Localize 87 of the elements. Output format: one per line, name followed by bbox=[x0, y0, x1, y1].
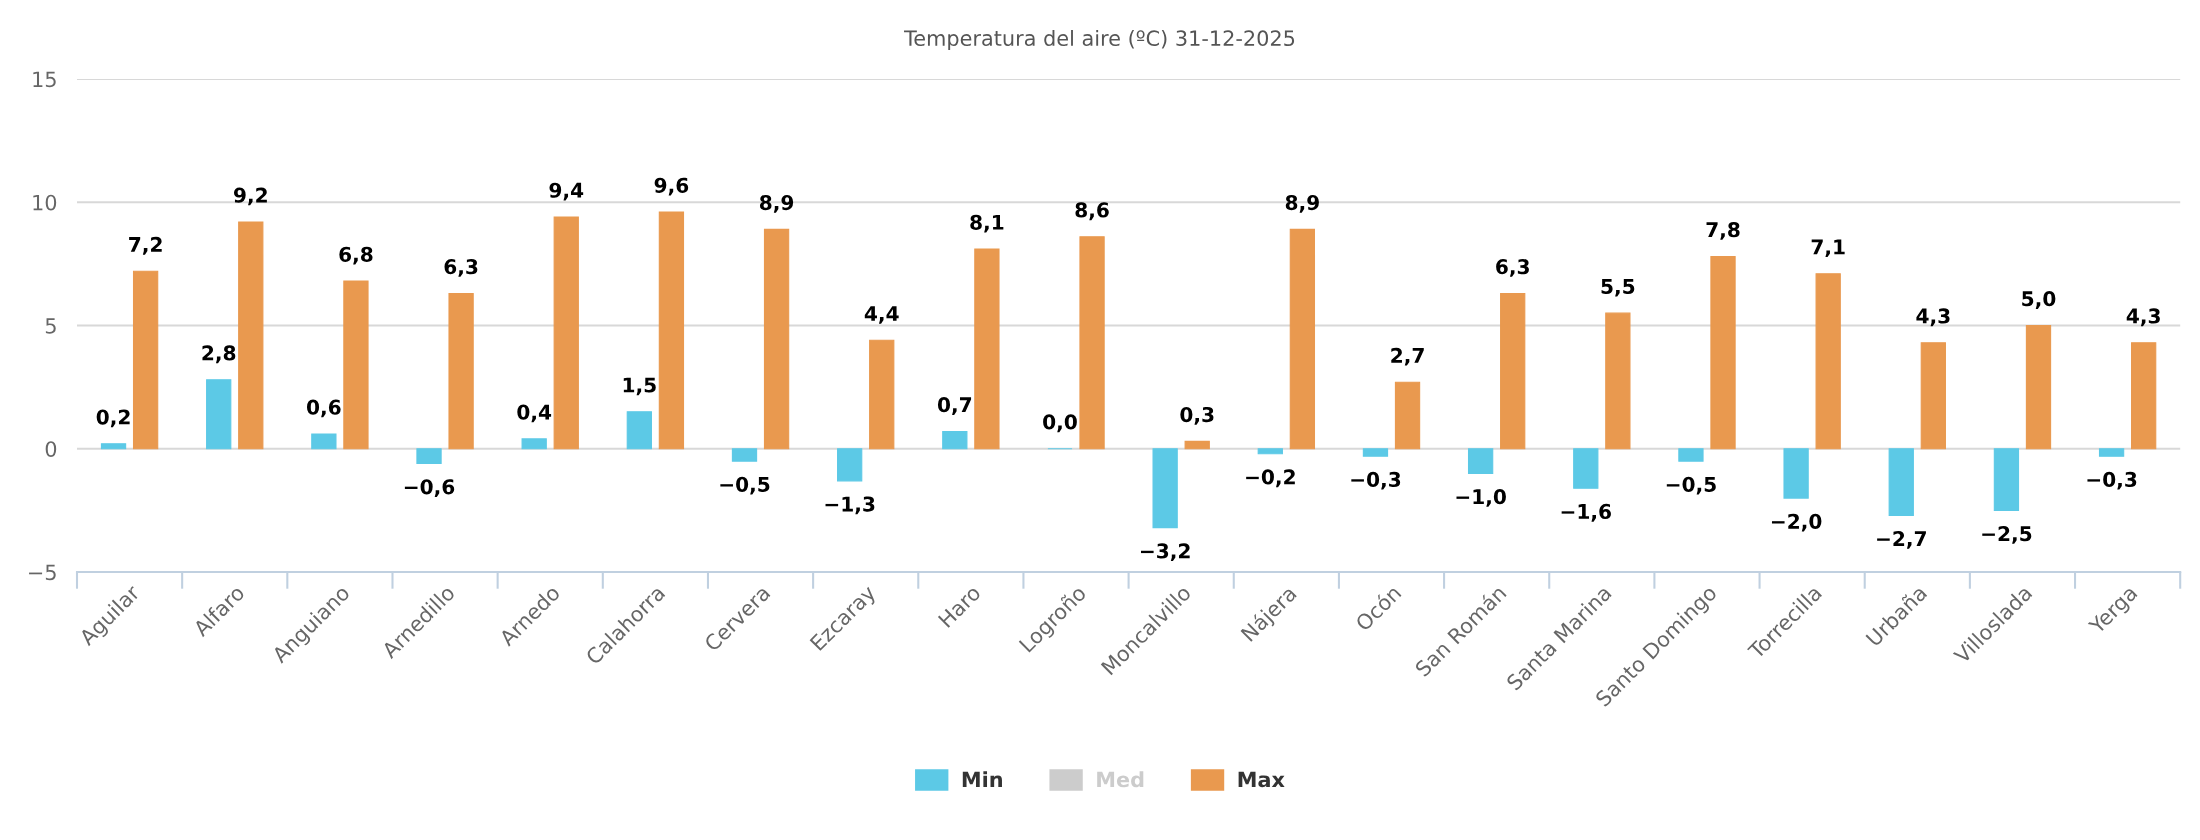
bar bbox=[416, 448, 442, 465]
bar bbox=[1079, 236, 1105, 450]
y-tick-label: 0 bbox=[45, 441, 57, 457]
bar bbox=[1152, 448, 1178, 529]
data-label: −2,7 bbox=[1877, 530, 1926, 549]
data-label: 4,3 bbox=[1916, 308, 1950, 327]
data-label: 7,8 bbox=[1706, 222, 1740, 240]
bar bbox=[1467, 448, 1494, 474]
data-label: 2,8 bbox=[202, 345, 236, 364]
bar bbox=[1710, 255, 1736, 450]
data-label: −1,0 bbox=[1456, 489, 1506, 507]
data-label: 4,4 bbox=[864, 306, 899, 324]
bar bbox=[206, 379, 232, 450]
bar bbox=[1993, 448, 2020, 511]
y-tick-label: −5 bbox=[29, 564, 56, 581]
bar bbox=[343, 280, 369, 450]
data-label: 8,9 bbox=[1285, 194, 1319, 213]
bar bbox=[448, 292, 474, 450]
legend-label: Max bbox=[1238, 771, 1285, 788]
y-tick-label: 15 bbox=[33, 71, 56, 88]
data-label: 0,3 bbox=[1180, 406, 1214, 425]
data-label: 6,3 bbox=[1496, 259, 1529, 277]
data-label: −0,6 bbox=[404, 479, 455, 497]
data-label: 2,7 bbox=[1391, 347, 1424, 366]
bar bbox=[553, 216, 579, 450]
bar bbox=[1678, 448, 1704, 462]
bar bbox=[2025, 324, 2052, 450]
data-label: 7,1 bbox=[1811, 239, 1845, 258]
bar bbox=[626, 411, 652, 450]
bar bbox=[1605, 312, 1631, 450]
data-label: 9,4 bbox=[549, 182, 584, 201]
data-label: 5,5 bbox=[1601, 279, 1635, 297]
bar bbox=[974, 248, 1000, 450]
data-label: 0,2 bbox=[96, 409, 130, 428]
data-label: 8,1 bbox=[970, 214, 1004, 233]
data-label: 8,6 bbox=[1075, 202, 1109, 221]
bar bbox=[1888, 448, 1914, 516]
chart-title: Temperatura del aire (ºC) 31-12-2025 bbox=[904, 29, 1295, 51]
bar bbox=[1815, 273, 1841, 450]
data-label: 0,4 bbox=[517, 404, 552, 423]
data-label: 0,6 bbox=[306, 399, 341, 418]
bar bbox=[311, 433, 337, 450]
bar bbox=[1500, 292, 1526, 450]
bar bbox=[1573, 448, 1599, 489]
y-tick-label: 10 bbox=[33, 194, 57, 211]
data-label: 6,3 bbox=[444, 259, 478, 277]
data-label: −2,5 bbox=[1982, 526, 2032, 544]
bar bbox=[731, 448, 758, 462]
data-label: 0,0 bbox=[1043, 414, 1077, 433]
data-label: −0,2 bbox=[1246, 469, 1295, 488]
data-label: 9,2 bbox=[233, 187, 267, 206]
bar bbox=[1289, 228, 1316, 450]
data-label: 4,3 bbox=[2126, 308, 2160, 327]
bar bbox=[1184, 440, 1210, 450]
data-label: −0,5 bbox=[1666, 476, 1716, 495]
bar bbox=[132, 270, 159, 450]
bar bbox=[2098, 448, 2125, 457]
y-tick-label: 5 bbox=[45, 318, 56, 334]
legend-label: Min bbox=[962, 771, 1002, 788]
data-label: 1,5 bbox=[623, 377, 656, 396]
bar bbox=[837, 448, 863, 482]
bar bbox=[1394, 381, 1421, 450]
data-label: −1,3 bbox=[825, 496, 875, 515]
data-label: −1,6 bbox=[1561, 503, 1611, 522]
bar bbox=[942, 430, 968, 450]
bar bbox=[1362, 448, 1389, 457]
bar bbox=[521, 438, 547, 450]
bar bbox=[2131, 342, 2157, 450]
data-label: −0,3 bbox=[1351, 471, 1401, 490]
data-label: −0,3 bbox=[2087, 471, 2137, 490]
bar bbox=[1783, 448, 1809, 499]
bar bbox=[100, 443, 127, 450]
data-label: 8,9 bbox=[759, 194, 794, 213]
data-label: −3,2 bbox=[1141, 543, 1190, 562]
data-label: 6,8 bbox=[339, 246, 373, 265]
bar bbox=[1920, 342, 1946, 450]
bar bbox=[763, 228, 790, 450]
bar bbox=[658, 211, 685, 450]
bar bbox=[869, 339, 895, 450]
data-label: −0,5 bbox=[720, 476, 770, 495]
data-label: 0,7 bbox=[937, 397, 972, 415]
data-label: 7,2 bbox=[129, 236, 162, 255]
data-label: −2,0 bbox=[1771, 513, 1822, 532]
bar bbox=[238, 221, 264, 450]
data-label: 5,0 bbox=[2022, 291, 2056, 309]
bar bbox=[1257, 448, 1283, 455]
data-label: 9,6 bbox=[654, 177, 689, 196]
